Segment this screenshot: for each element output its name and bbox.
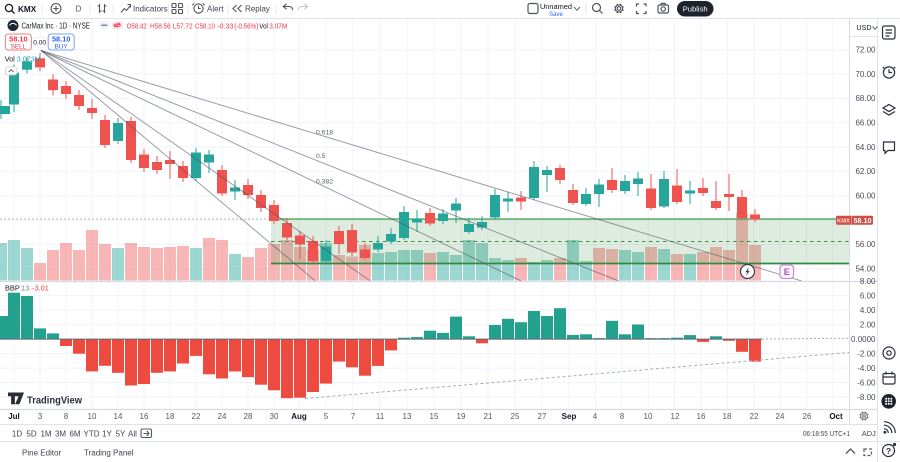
svg-text:H58.56: H58.56 [150,22,171,31]
svg-text:Oct: Oct [829,412,843,421]
svg-text:TradingView: TradingView [27,396,82,407]
svg-text:ADJ: ADJ [862,429,876,438]
svg-text:62.00: 62.00 [855,167,876,176]
svg-text:BBP: BBP [5,284,20,293]
svg-text:E: E [784,267,790,277]
svg-text:10: 10 [88,412,97,421]
svg-text:70.00: 70.00 [855,70,876,79]
svg-text:KMX: KMX [837,219,850,225]
svg-text:7: 7 [351,412,356,421]
svg-text:5Y: 5Y [116,430,126,439]
svg-text:13: 13 [403,412,412,421]
svg-text:24: 24 [218,412,227,421]
svg-text:Trading Panel: Trading Panel [84,449,134,458]
svg-text:10: 10 [644,412,653,421]
svg-text:06:18:55 UTC+1: 06:18:55 UTC+1 [803,429,850,438]
svg-text:18: 18 [166,412,175,421]
svg-text:All: All [128,430,137,439]
svg-text:58.10: 58.10 [854,216,872,225]
svg-text:28: 28 [244,412,253,421]
svg-text:3.07M: 3.07M [269,22,287,31]
svg-text:24: 24 [776,412,785,421]
svg-text:30: 30 [270,412,279,421]
svg-text:26: 26 [803,412,812,421]
svg-text:0.618: 0.618 [316,130,333,137]
svg-text:0.0000: 0.0000 [851,335,876,344]
svg-text:58.10: 58.10 [52,35,71,44]
svg-text:Sep: Sep [562,412,577,421]
svg-text:18: 18 [723,412,732,421]
svg-text:-4.00: -4.00 [857,364,876,373]
svg-text:Indicators: Indicators [133,5,168,14]
svg-text:2.00: 2.00 [860,321,876,330]
svg-text:CarMax Inc · 1D · NYSE: CarMax Inc · 1D · NYSE [22,22,91,31]
svg-text:12: 12 [671,412,680,421]
svg-text:56.00: 56.00 [855,240,876,249]
svg-text:8: 8 [620,412,625,421]
svg-text:SELL: SELL [11,44,27,51]
svg-text:64.00: 64.00 [855,143,876,152]
svg-text:?: ? [886,446,891,456]
svg-text:Publish: Publish [683,4,708,13]
svg-text:6M: 6M [69,430,80,439]
svg-text:8: 8 [64,412,69,421]
svg-text:Replay: Replay [245,5,270,14]
svg-text:O58.42: O58.42 [127,22,147,31]
svg-text:-8.00: -8.00 [857,393,876,402]
svg-text:D: D [76,5,82,14]
svg-text:Save: Save [549,12,563,18]
svg-text:BUY: BUY [55,44,69,51]
svg-text:KMX: KMX [18,5,37,14]
svg-text:5: 5 [324,412,329,421]
svg-text:54.00: 54.00 [855,265,876,274]
svg-text:4: 4 [593,412,598,421]
svg-text:11: 11 [376,412,385,421]
svg-text:16: 16 [140,412,149,421]
svg-text:0.00: 0.00 [33,40,46,47]
svg-text:1Y: 1Y [102,430,112,439]
svg-text:Unnamed: Unnamed [540,2,572,11]
svg-text:3: 3 [38,412,43,421]
svg-text:66.00: 66.00 [855,119,876,128]
svg-text:21: 21 [484,412,493,421]
svg-text:5D: 5D [26,430,36,439]
svg-text:14: 14 [114,412,123,421]
svg-text:Jul: Jul [8,412,20,421]
svg-text:0.5: 0.5 [316,153,326,160]
svg-text:Pine Editor: Pine Editor [22,449,61,458]
svg-text:(-0.56%): (-0.56%) [234,22,258,31]
svg-text:Vol: Vol [5,55,15,64]
svg-text:Vol: Vol [259,22,268,31]
svg-text:3.073M: 3.073M [17,55,41,64]
svg-text:13: 13 [21,284,29,293]
svg-text:0.382: 0.382 [316,179,333,186]
svg-text:-6.00: -6.00 [857,378,876,387]
svg-text:25: 25 [511,412,520,421]
svg-text:1D: 1D [12,430,22,439]
svg-text:L57.72: L57.72 [173,22,193,31]
svg-text:USD: USD [856,23,871,32]
svg-text:19: 19 [457,412,466,421]
svg-text:8.00: 8.00 [860,277,876,286]
svg-text:16: 16 [697,412,706,421]
svg-text:-2.00: -2.00 [857,349,876,358]
svg-text:1M: 1M [40,430,51,439]
svg-text:22: 22 [750,412,759,421]
svg-text:72.00: 72.00 [855,46,876,55]
svg-text:Aug: Aug [291,412,307,421]
svg-text:27: 27 [538,412,547,421]
svg-text:3M: 3M [55,430,66,439]
svg-text:C58.10: C58.10 [195,22,215,31]
svg-text:68.00: 68.00 [855,94,876,103]
svg-text:15: 15 [430,412,439,421]
svg-text:22: 22 [192,412,201,421]
svg-text:Alert: Alert [207,5,224,14]
svg-text:58.10: 58.10 [9,35,28,44]
svg-text:60.00: 60.00 [855,192,876,201]
svg-text:-0.33: -0.33 [217,22,233,31]
svg-text:-3.01: -3.01 [32,284,49,293]
svg-text:4.00: 4.00 [860,306,876,315]
svg-text:YTD: YTD [84,430,100,439]
svg-text:6.00: 6.00 [860,292,876,301]
